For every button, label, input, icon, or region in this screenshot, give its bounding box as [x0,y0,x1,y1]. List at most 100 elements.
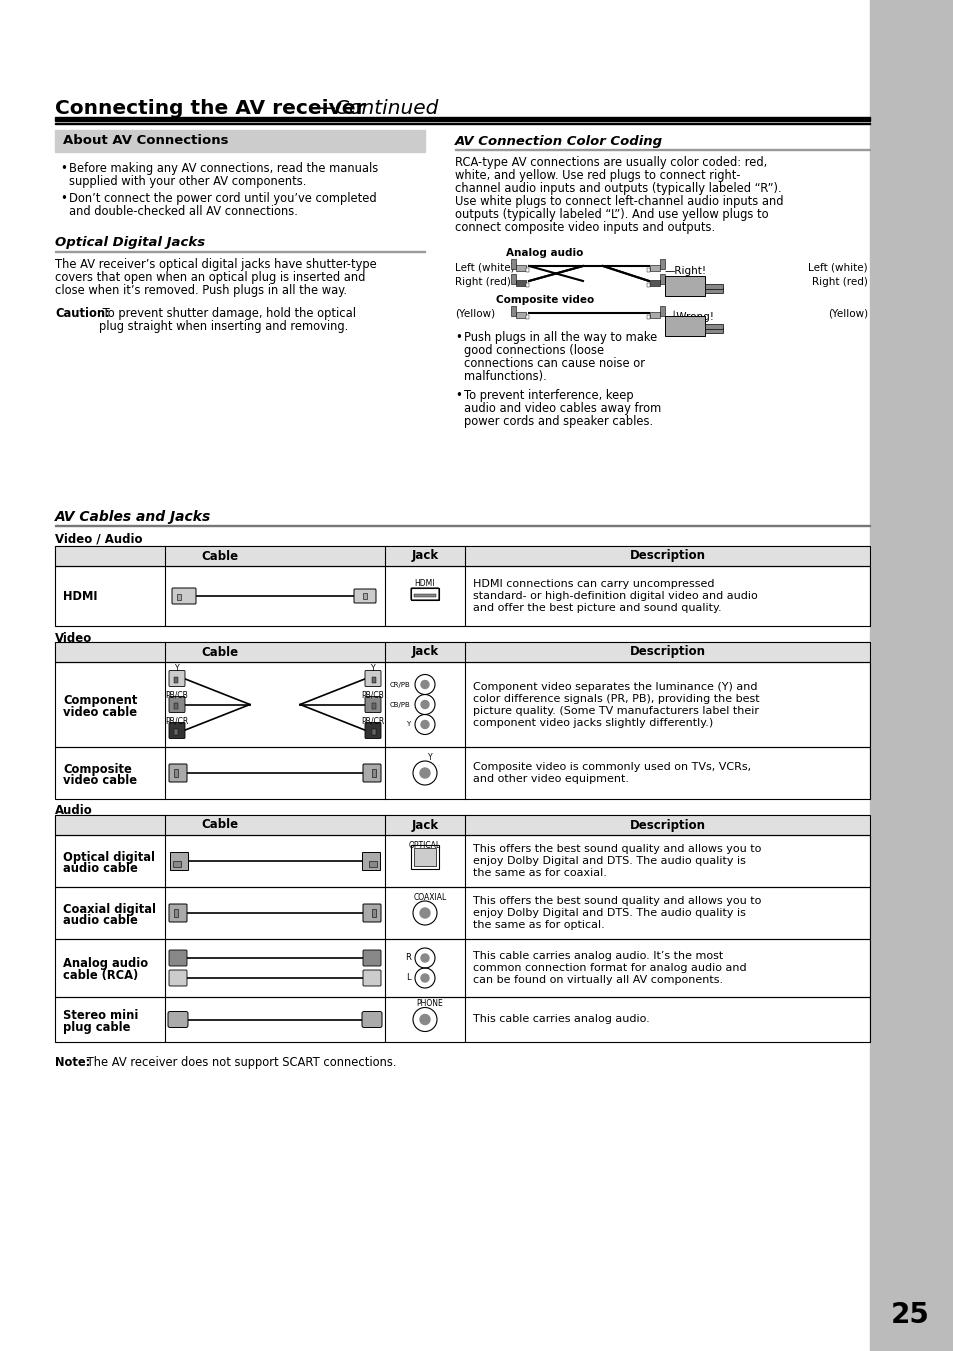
Bar [525,267,529,272]
Bar [55,662,869,747]
FancyBboxPatch shape [363,904,380,921]
Text: COAXIAL: COAXIAL [413,893,446,901]
Text: color difference signals (PR, PB), providing the best: color difference signals (PR, PB), provi… [473,693,759,704]
Text: Cable: Cable [201,646,238,658]
Text: —Continued: —Continued [314,99,438,118]
Text: PR/CR: PR/CR [361,716,384,725]
Text: plug straight when inserting and removing.: plug straight when inserting and removin… [99,320,348,332]
Text: •: • [60,192,67,205]
FancyBboxPatch shape [365,670,380,686]
Text: picture quality. (Some TV manufacturers label their: picture quality. (Some TV manufacturers … [473,705,759,716]
Text: •: • [455,331,461,345]
Bar [649,280,659,286]
Bar [659,305,664,316]
Bar [55,642,869,662]
Bar [173,677,178,682]
Text: Video / Audio: Video / Audio [55,532,142,544]
Bar [516,312,525,317]
Text: and double-checked all AV connections.: and double-checked all AV connections. [69,205,297,218]
Bar [704,328,722,332]
Text: Note:: Note: [55,1056,91,1069]
Bar [411,844,438,869]
Bar [55,118,869,122]
Bar [704,284,722,289]
Text: CR/PB: CR/PB [389,681,410,688]
FancyBboxPatch shape [168,1012,188,1028]
Text: └Wrong!: └Wrong! [669,311,713,323]
Text: Use white plugs to connect left-channel audio inputs and: Use white plugs to connect left-channel … [455,195,782,208]
Text: HDMI: HDMI [63,589,97,603]
FancyBboxPatch shape [363,950,380,966]
Circle shape [419,1015,430,1024]
Bar [170,852,188,870]
Text: Coaxial digital: Coaxial digital [63,902,156,916]
Bar [372,909,375,917]
Text: •: • [60,162,67,176]
Bar [55,815,869,835]
Text: audio and video cables away from: audio and video cables away from [463,403,660,415]
Bar [177,594,181,600]
Text: To prevent interference, keep: To prevent interference, keep [463,389,633,403]
Text: Y: Y [405,721,410,727]
Text: component video jacks slightly differently.): component video jacks slightly different… [473,717,713,727]
Bar [55,566,869,626]
Text: OPTICAL: OPTICAL [409,840,440,850]
Bar [173,769,178,777]
Text: Left (white): Left (white) [807,262,867,272]
Bar [704,324,722,330]
Text: Description: Description [629,646,705,658]
Bar [55,642,869,662]
Text: CB/PB: CB/PB [389,701,410,708]
Circle shape [419,908,430,917]
Bar [55,546,869,566]
Text: PR/CR: PR/CR [165,716,189,725]
Text: Component: Component [63,694,137,707]
Text: Analog audio: Analog audio [506,249,583,258]
Bar [646,315,649,319]
Text: good connections (loose: good connections (loose [463,345,603,357]
Bar [369,861,376,867]
Bar [659,274,664,284]
Text: audio cable: audio cable [63,915,137,928]
Text: To prevent shutter damage, hold the optical: To prevent shutter damage, hold the opti… [99,307,355,320]
Text: L: L [406,974,411,982]
Text: HDMI: HDMI [415,580,435,589]
Bar [372,703,375,708]
Bar [646,267,649,272]
Bar [516,280,525,286]
Text: (Yellow): (Yellow) [455,309,495,319]
Text: Description: Description [629,550,705,562]
Bar [414,594,436,597]
Text: Optical Digital Jacks: Optical Digital Jacks [55,236,205,249]
Text: Composite video is commonly used on TVs, VCRs,: Composite video is commonly used on TVs,… [473,762,750,771]
Bar [372,677,375,682]
Circle shape [420,954,429,962]
Bar [55,888,869,939]
Circle shape [420,720,429,728]
Text: Caution:: Caution: [55,307,110,320]
Bar [525,315,529,319]
Text: white, and yellow. Use red plugs to connect right-: white, and yellow. Use red plugs to conn… [455,169,740,182]
Text: channel audio inputs and outputs (typically labeled “R”).: channel audio inputs and outputs (typica… [455,182,781,195]
Bar [55,747,869,798]
FancyBboxPatch shape [363,970,380,986]
Text: Composite: Composite [63,762,132,775]
Text: supplied with your other AV components.: supplied with your other AV components. [69,176,306,188]
Bar [664,316,704,336]
FancyBboxPatch shape [365,697,380,712]
Text: Cable: Cable [201,819,238,831]
Text: Y: Y [174,663,179,673]
Text: Video: Video [55,631,92,644]
Bar [55,835,869,888]
Text: Composite video: Composite video [496,295,594,305]
Text: This cable carries analog audio. It’s the most: This cable carries analog audio. It’s th… [473,951,722,961]
Text: Jack: Jack [411,646,438,658]
Text: plug cable: plug cable [63,1021,131,1034]
Text: Stereo mini: Stereo mini [63,1009,138,1021]
Bar [173,703,178,708]
FancyBboxPatch shape [169,950,187,966]
Circle shape [420,974,429,982]
Text: 25: 25 [890,1301,928,1329]
Text: The AV receiver’s optical digital jacks have shutter-type: The AV receiver’s optical digital jacks … [55,258,376,272]
FancyBboxPatch shape [363,765,380,782]
